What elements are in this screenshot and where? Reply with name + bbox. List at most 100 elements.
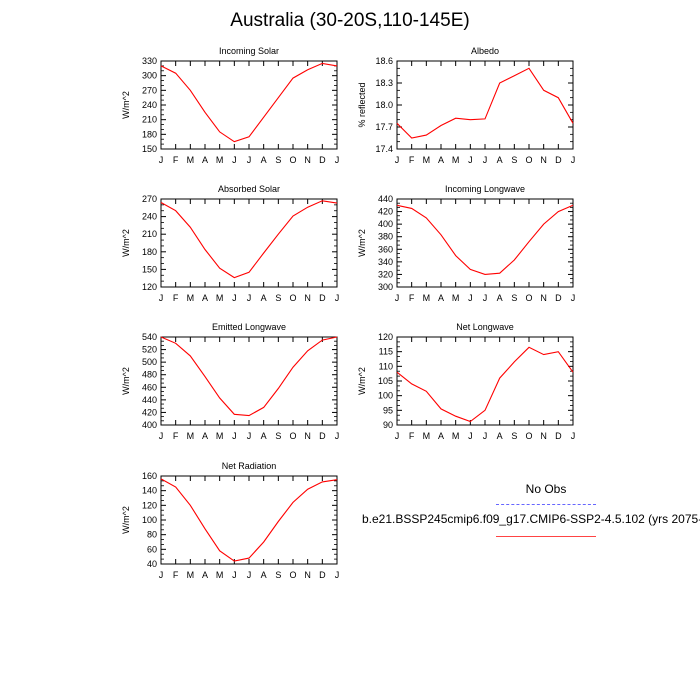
x-tick-label: O: [289, 293, 296, 303]
y-tick-label: 420: [378, 207, 393, 217]
y-tick-label: 80: [147, 530, 157, 540]
y-tick-label: 120: [142, 500, 157, 510]
y-tick-label: 100: [378, 391, 393, 401]
y-tick-label: 320: [378, 269, 393, 279]
x-tick-label: M: [187, 155, 195, 165]
x-tick-label: A: [438, 293, 444, 303]
x-tick-label: M: [187, 570, 195, 580]
y-tick-label: 17.4: [375, 144, 393, 154]
x-tick-label: M: [187, 293, 195, 303]
x-tick-label: J: [232, 431, 237, 441]
y-axis-label: W/m^2: [121, 367, 131, 395]
x-tick-label: J: [571, 431, 576, 441]
x-tick-label: A: [261, 155, 267, 165]
y-tick-label: 95: [383, 405, 393, 415]
x-tick-label: M: [187, 431, 195, 441]
y-axis-label: W/m^2: [121, 91, 131, 119]
x-tick-label: J: [395, 293, 400, 303]
x-tick-label: O: [525, 431, 532, 441]
y-axis-label: W/m^2: [357, 367, 367, 395]
x-tick-label: F: [409, 431, 415, 441]
legend-model-line: [496, 536, 596, 537]
y-tick-label: 270: [142, 194, 157, 204]
x-tick-label: N: [540, 155, 547, 165]
x-tick-label: A: [202, 431, 208, 441]
y-tick-label: 520: [142, 345, 157, 355]
x-tick-label: M: [423, 155, 431, 165]
x-tick-label: J: [247, 293, 252, 303]
x-tick-label: F: [173, 570, 179, 580]
y-tick-label: 17.7: [375, 122, 393, 132]
panel-title: Absorbed Solar: [218, 184, 280, 194]
x-tick-label: M: [216, 155, 224, 165]
x-tick-label: M: [423, 431, 431, 441]
legend-model-label: b.e21.BSSP245cmip6.f09_g17.CMIP6-SSP2-4.…: [362, 512, 700, 526]
x-tick-label: A: [261, 431, 267, 441]
y-tick-label: 105: [378, 376, 393, 386]
x-tick-label: N: [304, 293, 311, 303]
x-tick-label: A: [438, 431, 444, 441]
x-tick-label: J: [247, 431, 252, 441]
x-tick-label: J: [247, 570, 252, 580]
x-tick-label: A: [202, 293, 208, 303]
x-tick-label: D: [319, 431, 326, 441]
x-tick-label: S: [275, 431, 281, 441]
x-tick-label: A: [497, 431, 503, 441]
panel-title: Albedo: [471, 46, 499, 56]
y-tick-label: 150: [142, 264, 157, 274]
y-tick-label: 120: [378, 332, 393, 342]
series-line-0: [396, 204, 574, 275]
plot-frame: [160, 198, 338, 288]
y-tick-label: 460: [142, 382, 157, 392]
x-tick-label: J: [395, 155, 400, 165]
y-tick-label: 120: [142, 282, 157, 292]
y-tick-label: 180: [142, 129, 157, 139]
x-tick-label: A: [261, 293, 267, 303]
x-tick-label: J: [159, 570, 164, 580]
x-tick-label: J: [335, 431, 340, 441]
x-tick-label: J: [159, 293, 164, 303]
y-axis-label: W/m^2: [121, 506, 131, 534]
x-tick-label: M: [216, 431, 224, 441]
x-tick-label: M: [216, 570, 224, 580]
chart-panel-0: Incoming Solar W/m^2 150 180 210 240 270 300 330…: [121, 46, 339, 165]
y-tick-label: 480: [142, 370, 157, 380]
plot-frame: [160, 475, 338, 565]
x-tick-label: O: [525, 293, 532, 303]
x-tick-label: J: [395, 431, 400, 441]
y-tick-label: 160: [142, 471, 157, 481]
x-tick-label: F: [409, 293, 415, 303]
x-tick-label: M: [452, 155, 460, 165]
x-tick-label: A: [202, 155, 208, 165]
x-tick-label: S: [511, 431, 517, 441]
y-tick-label: 300: [378, 282, 393, 292]
x-tick-label: J: [247, 155, 252, 165]
x-tick-label: S: [511, 293, 517, 303]
x-tick-label: N: [540, 431, 547, 441]
y-tick-label: 330: [142, 56, 157, 66]
panel-title: Net Longwave: [456, 322, 514, 332]
y-tick-label: 400: [378, 219, 393, 229]
y-tick-label: 240: [142, 100, 157, 110]
x-tick-label: J: [159, 431, 164, 441]
x-tick-label: O: [525, 155, 532, 165]
series-line-0: [160, 200, 338, 279]
x-tick-label: F: [409, 155, 415, 165]
x-tick-label: N: [304, 570, 311, 580]
x-tick-label: J: [571, 155, 576, 165]
panel-title: Incoming Longwave: [445, 184, 525, 194]
x-tick-label: S: [275, 570, 281, 580]
y-tick-label: 340: [378, 257, 393, 267]
x-tick-label: M: [423, 293, 431, 303]
x-tick-label: A: [497, 155, 503, 165]
x-tick-label: M: [452, 431, 460, 441]
series-line-0: [160, 62, 338, 143]
y-axis-label: W/m^2: [357, 229, 367, 257]
y-axis-label: W/m^2: [121, 229, 131, 257]
x-tick-label: A: [438, 155, 444, 165]
x-tick-label: S: [275, 155, 281, 165]
